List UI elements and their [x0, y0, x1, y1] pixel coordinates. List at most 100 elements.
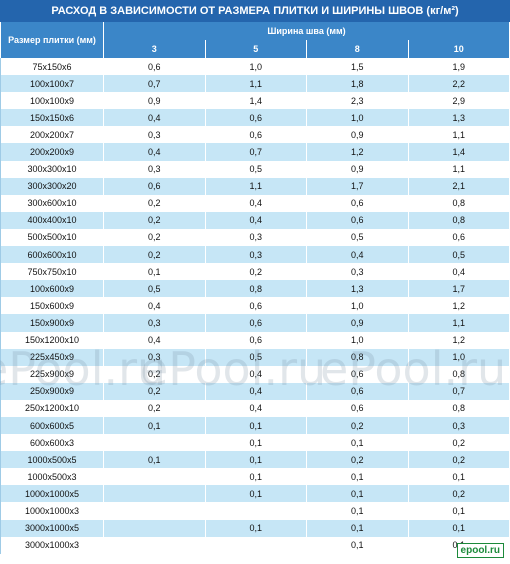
cell: 0,1	[306, 536, 409, 554]
table-row: 300x600x10 0,2 0,4 0,6 0,8	[0, 194, 510, 212]
size-cell: 300x600x10	[0, 194, 104, 212]
size-cell: 225x900x9	[0, 365, 104, 383]
column-header: 3	[103, 40, 206, 58]
size-cell: 600x600x10	[0, 246, 104, 264]
cell: 1,3	[407, 109, 510, 127]
size-cell: 1000x500x3	[0, 468, 104, 486]
cell: 0,3	[103, 348, 206, 366]
size-cell: 250x1200x10	[0, 399, 104, 417]
cell: 0,6	[204, 109, 307, 127]
cell: 0,1	[204, 519, 307, 537]
size-cell: 300x300x10	[0, 160, 104, 178]
cell: 0,5	[204, 348, 307, 366]
size-cell: 300x300x20	[0, 177, 104, 195]
cell: 0,2	[407, 451, 510, 469]
cell: 2,9	[407, 92, 510, 110]
size-cell: 100x100x9	[0, 92, 104, 110]
cell: 0,5	[306, 228, 409, 247]
cell: 1,0	[204, 58, 307, 76]
cell: 0,1	[306, 434, 409, 452]
table-row: 1000x500x5 0,1 0,1 0,2 0,2	[0, 451, 510, 469]
size-cell: 250x900x9	[0, 382, 104, 400]
cell: 2,2	[407, 75, 510, 93]
cell: 0,9	[306, 314, 409, 332]
cell: 1,1	[204, 75, 307, 93]
size-cell: 3000x1000x5	[0, 519, 104, 537]
table-row: 600x600x10 0,2 0,3 0,4 0,5	[0, 246, 510, 264]
table-row: 150x1200x10 0,4 0,6 1,0 1,2	[0, 331, 510, 349]
cell: 0,8	[407, 399, 510, 417]
cell: 0,2	[306, 416, 409, 435]
logo: epool.ru	[456, 543, 504, 558]
cell: 0,6	[103, 58, 206, 76]
cell: 0,9	[103, 92, 206, 110]
cell: 1,0	[306, 297, 409, 315]
cell: 0,6	[306, 365, 409, 383]
cell: 0,7	[103, 75, 206, 93]
table-row: 750x750x10 0,1 0,2 0,3 0,4	[0, 263, 510, 281]
cell: 0,1	[407, 468, 510, 486]
table: Размер плитки (мм) Ширина шва (мм) 3 5 8 10…	[0, 22, 510, 554]
size-cell: 100x600x9	[0, 280, 104, 298]
table-row: 400x400x10 0,2 0,4 0,6 0,8	[0, 211, 510, 229]
cell: 0,4	[204, 211, 307, 229]
cell: 0,1	[204, 451, 307, 469]
size-cell: 150x900x9	[0, 314, 104, 332]
size-cell: 200x200x9	[0, 143, 104, 161]
table-row: 600x600x3 0,1 0,1 0,2	[0, 434, 510, 452]
cell: 1,8	[306, 75, 409, 93]
size-cell: 150x150x6	[0, 109, 104, 127]
size-header: Размер плитки (мм)	[0, 22, 104, 58]
cell: 1,9	[407, 58, 510, 76]
cell: 0,2	[103, 194, 206, 212]
cell: 0,9	[306, 160, 409, 178]
cell: 0,4	[103, 143, 206, 161]
cell: 0,6	[204, 297, 307, 315]
cell: 1,7	[306, 177, 409, 195]
cell: 0,1	[204, 434, 307, 452]
cell: 1,4	[204, 92, 307, 110]
cell: 1,2	[407, 331, 510, 349]
cell: 0,6	[306, 194, 409, 212]
cell: 0,1	[306, 519, 409, 537]
cell: 0,2	[103, 228, 206, 247]
cell: 1,0	[306, 331, 409, 349]
cell	[103, 468, 206, 486]
size-cell: 200x200x7	[0, 126, 104, 144]
cell: 0,8	[204, 280, 307, 298]
cell: 0,4	[306, 246, 409, 264]
cell: 1,1	[407, 126, 510, 144]
cell: 0,4	[204, 382, 307, 400]
cell: 1,0	[306, 109, 409, 127]
column-header: 5	[204, 40, 307, 58]
cell: 0,1	[204, 416, 307, 435]
size-cell: 75x150x6	[0, 58, 104, 76]
cell: 0,6	[407, 228, 510, 247]
size-cell: 150x1200x10	[0, 331, 104, 349]
cell	[204, 536, 307, 554]
table-row: 150x600x9 0,4 0,6 1,0 1,2	[0, 297, 510, 315]
cell: 0,4	[204, 399, 307, 417]
cell	[103, 502, 206, 520]
cell: 0,4	[204, 365, 307, 383]
table-row: 150x150x6 0,4 0,6 1,0 1,3	[0, 109, 510, 127]
size-cell: 1000x500x5	[0, 451, 104, 469]
table-row: 300x300x20 0,6 1,1 1,7 2,1	[0, 177, 510, 195]
cell: 0,2	[407, 434, 510, 452]
cell: 0,3	[204, 228, 307, 247]
cell: 0,9	[306, 126, 409, 144]
cell: 0,1	[407, 502, 510, 520]
cell: 1,0	[407, 348, 510, 366]
cell: 0,2	[204, 263, 307, 281]
table-row: 225x900x9 0,2 0,4 0,6 0,8	[0, 365, 510, 383]
cell: 0,2	[407, 485, 510, 503]
cell: 1,7	[407, 280, 510, 298]
cell: 2,1	[407, 177, 510, 195]
cell: 1,1	[407, 160, 510, 178]
size-cell: 1000x1000x5	[0, 485, 104, 503]
table-row: 200x200x9 0,4 0,7 1,2 1,4	[0, 143, 510, 161]
table-row: 100x100x9 0,9 1,4 2,3 2,9	[0, 92, 510, 110]
cell: 1,2	[407, 297, 510, 315]
